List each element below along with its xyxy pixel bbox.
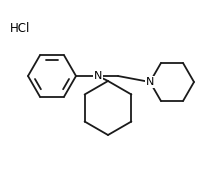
- Text: HCl: HCl: [10, 22, 30, 35]
- Text: N: N: [146, 77, 154, 87]
- Text: N: N: [94, 71, 102, 81]
